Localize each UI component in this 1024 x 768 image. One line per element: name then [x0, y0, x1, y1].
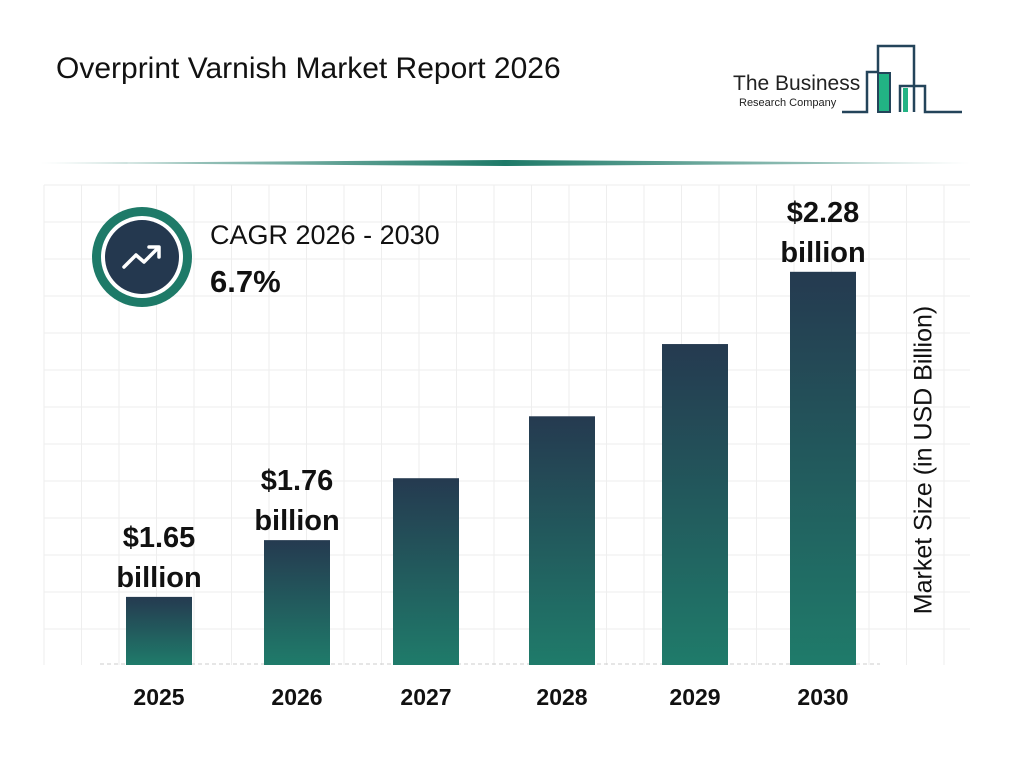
- data-label-value: $1.65: [123, 522, 196, 554]
- bar-2028: [529, 416, 595, 665]
- x-tick-label: 2026: [271, 684, 322, 710]
- cagr-badge: [92, 207, 192, 307]
- page-title: Overprint Varnish Market Report 2026: [56, 52, 561, 85]
- x-tick-label: 2027: [400, 684, 451, 710]
- bar-2026: [264, 540, 330, 665]
- company-logo: The Business Research Company: [730, 44, 965, 116]
- bar-2030: [790, 271, 856, 665]
- x-tick-label: 2029: [669, 684, 720, 710]
- y-axis-label: Market Size (in USD Billion): [909, 305, 938, 615]
- cagr-value: 6.7%: [210, 264, 281, 299]
- cagr-label: CAGR 2026 - 2030: [210, 220, 440, 250]
- logo-text-line2: Research Company: [739, 97, 837, 109]
- x-tick-label: 2028: [536, 684, 587, 710]
- x-tick-label: 2030: [797, 684, 848, 710]
- logo-buildings-icon: [842, 44, 962, 114]
- data-label-unit: billion: [254, 505, 339, 537]
- bar-2025: [126, 596, 192, 665]
- data-label-value: $1.76: [261, 465, 334, 497]
- x-tick-label: 2025: [133, 684, 184, 710]
- data-label-value: $2.28: [787, 197, 860, 229]
- data-label-unit: billion: [116, 562, 201, 594]
- data-label-unit: billion: [780, 237, 865, 269]
- header-divider: [40, 160, 970, 166]
- trending-up-icon: [122, 245, 161, 269]
- logo-text-line1: The Business: [733, 72, 861, 95]
- bar-2027: [393, 478, 459, 665]
- bar-2029: [662, 344, 728, 665]
